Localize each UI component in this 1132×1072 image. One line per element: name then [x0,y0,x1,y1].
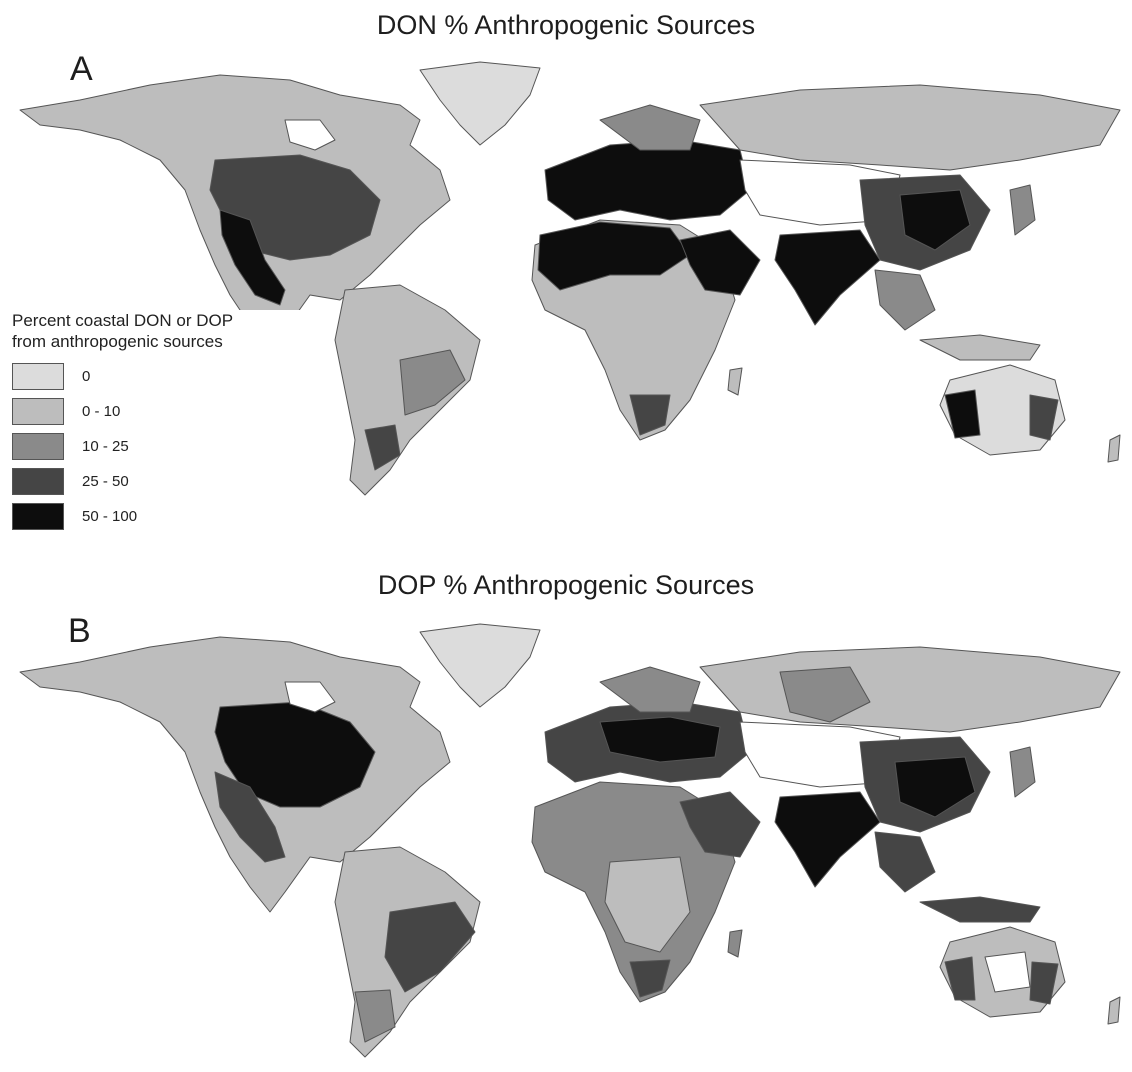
legend-label-1: 0 - 10 [82,403,121,420]
panel-a-letter: A [70,50,93,88]
australia-west-a [944,389,981,439]
us-basin-b [214,701,376,808]
us-south-b [214,771,286,863]
indonesia-b [919,896,1041,923]
map-panel-b [19,623,1121,1058]
central-asia-a [739,159,901,226]
indonesia-a [919,334,1041,361]
legend-item-2: 10 - 25 [12,433,312,460]
legend-swatch-2 [12,433,64,460]
legend-swatch-3 [12,468,64,495]
legend-title: Percent coastal DON or DOP from anthropo… [12,310,312,352]
greenland-b [419,623,541,708]
russia-a [699,84,1121,171]
new-zealand-b [1107,996,1121,1025]
legend-item-3: 25 - 50 [12,468,312,495]
madagascar-a [727,367,743,396]
europe-core-b [599,716,721,763]
india-a [774,229,881,326]
legend-swatch-0 [12,363,64,390]
central-africa-b [604,856,691,953]
south-america-south-a [364,424,401,471]
middle-east-b [679,791,761,858]
hudson-bay-b [284,681,336,713]
panel-a-title: DON % Anthropogenic Sources [376,10,756,40]
australia-east-a [1029,394,1059,441]
europe-a [544,139,751,221]
japan-a [1009,184,1036,236]
madagascar-b [727,929,743,958]
legend-swatch-4 [12,503,64,530]
legend-label-4: 50 - 100 [82,508,138,525]
scandinavia-b [599,666,701,713]
north-africa-a [537,221,691,291]
australia-east-b [1029,961,1059,1005]
world-map-b-continents [19,623,1121,1058]
legend-swatch-1 [12,398,64,425]
south-america-east-a [399,349,466,416]
legend-label-3: 25 - 50 [82,473,129,490]
southeast-asia-b [874,831,936,893]
world-map-a-continents [19,61,1121,496]
southeast-asia-a [874,269,936,331]
legend-item-0: 0 [12,363,312,390]
map-legend: Percent coastal DON or DOP from anthropo… [12,310,312,538]
russia-b [699,646,1121,733]
china-east-a [899,189,971,251]
japan-b [1009,746,1036,798]
hudson-bay-a [284,119,336,151]
panel-b-title: DOP % Anthropogenic Sources [377,570,755,600]
map-panel-a [19,61,1121,496]
southern-africa-a [629,394,671,436]
australia-center-b [984,951,1031,993]
greenland-a [419,61,541,146]
legend-title-line-2: from anthropogenic sources [12,332,223,351]
central-asia-b [739,721,901,788]
legend-item-4: 50 - 100 [12,503,312,530]
australia-west-b [944,956,976,1001]
new-zealand-a [1107,434,1121,463]
middle-east-a [679,229,761,296]
south-america-south-b [354,989,396,1043]
legend-title-line-1: Percent coastal DON or DOP [12,311,234,330]
china-east-b [894,756,976,818]
mexico-a [219,209,286,306]
scandinavia-a [599,104,701,151]
south-america-east-b [384,901,476,993]
russia-central-b [779,666,871,723]
legend-item-1: 0 - 10 [12,398,312,425]
india-b [774,791,881,888]
southern-africa-b [629,959,671,998]
legend-label-0: 0 [82,368,91,385]
legend-label-2: 10 - 25 [82,438,129,455]
panel-b-letter: B [68,612,91,650]
